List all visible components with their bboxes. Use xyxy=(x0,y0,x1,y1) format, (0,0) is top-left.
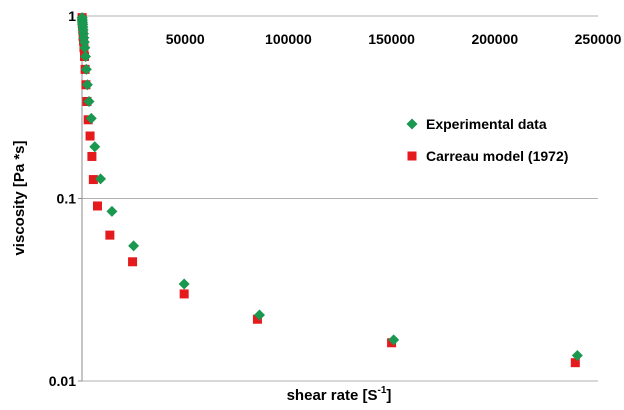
marks-layer xyxy=(76,12,583,368)
data-point-experimental xyxy=(95,173,107,185)
x-tick-label: 100000 xyxy=(265,31,312,47)
axis-layer: 10.10.01050000100000150000200000250000 xyxy=(49,8,622,389)
data-point-experimental xyxy=(85,112,97,124)
data-point-experimental xyxy=(83,96,95,108)
x-axis-label-main: shear rate [S xyxy=(287,387,378,404)
legend: Experimental data Carreau model (1972) xyxy=(406,116,568,164)
data-point-model xyxy=(92,201,102,211)
x-tick-label: 200000 xyxy=(471,31,518,47)
y-tick-label: 0.1 xyxy=(57,191,77,207)
data-point-model xyxy=(179,289,189,299)
data-point-experimental xyxy=(79,42,91,54)
x-tick-label: 250000 xyxy=(575,31,622,47)
data-point-experimental xyxy=(128,240,140,252)
data-point-experimental xyxy=(80,63,92,75)
x-axis-label-sup: -1 xyxy=(377,385,386,396)
data-point-experimental xyxy=(106,205,118,217)
data-point-experimental xyxy=(254,309,266,321)
data-point-experimental xyxy=(388,334,400,346)
x-tick-label: 150000 xyxy=(368,31,415,47)
grid-layer xyxy=(82,15,598,382)
data-point-model xyxy=(88,175,98,185)
data-point-experimental xyxy=(81,79,93,91)
x-axis-label-end: ] xyxy=(386,387,391,404)
x-axis-label: shear rate [S-1] xyxy=(287,385,392,404)
data-point-model xyxy=(128,257,138,267)
data-point-model xyxy=(570,358,580,368)
data-point-model xyxy=(87,151,97,161)
data-point-model xyxy=(252,314,262,324)
y-tick-label: 1 xyxy=(68,8,76,24)
legend-label: Experimental data xyxy=(426,116,547,132)
x-tick-label: 50000 xyxy=(166,31,205,47)
y-axis-label: viscosity [Pa *s] xyxy=(11,140,28,255)
y-tick-label: 0.01 xyxy=(49,373,76,389)
data-point-model xyxy=(105,230,115,240)
legend-marker-experimental xyxy=(406,118,418,130)
legend-label: Carreau model (1972) xyxy=(426,148,568,164)
legend-marker-model xyxy=(407,151,417,161)
data-point-experimental xyxy=(178,278,190,290)
data-point-experimental xyxy=(571,349,583,361)
data-point-model xyxy=(85,131,95,141)
data-point-experimental xyxy=(89,141,101,153)
data-point-experimental xyxy=(80,50,92,62)
